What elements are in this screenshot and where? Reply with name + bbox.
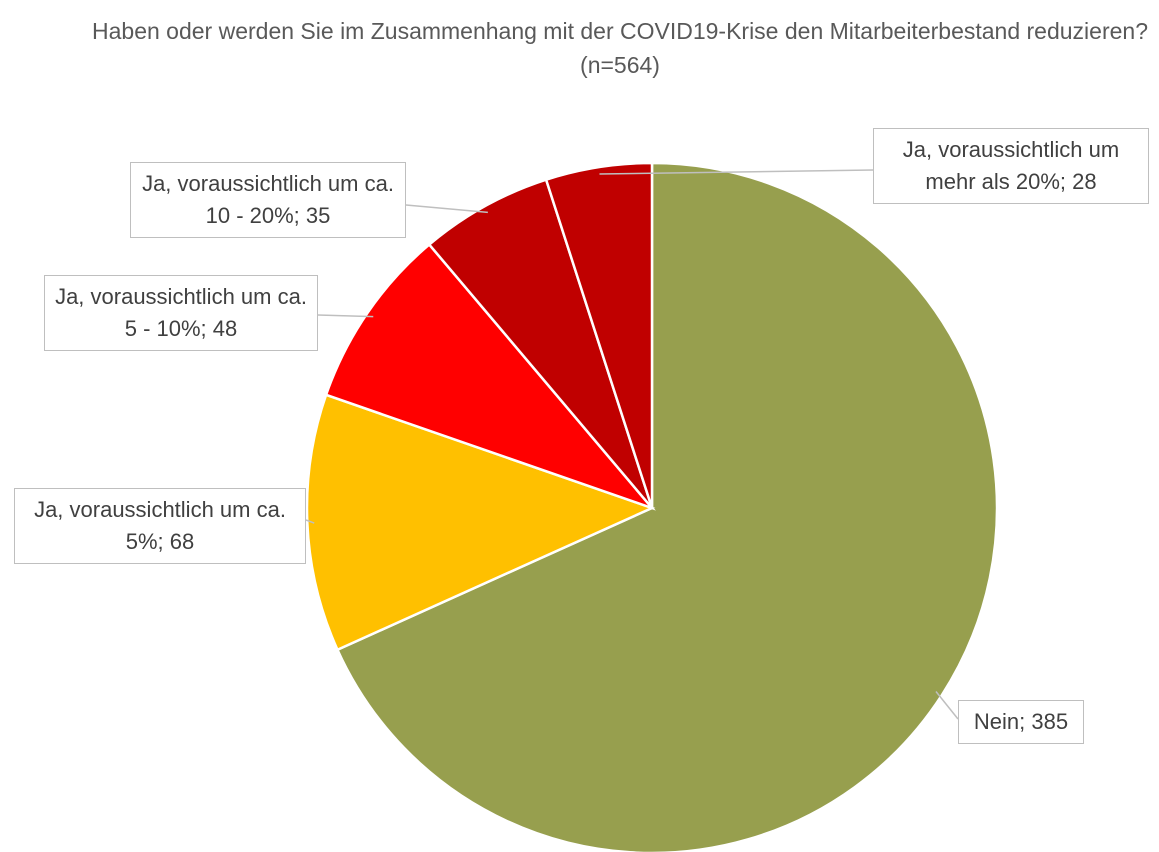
leader-line (599, 169, 874, 175)
leader-line (935, 691, 959, 720)
pie-slice (305, 393, 656, 652)
leader-line (405, 204, 488, 214)
data-label: Ja, voraussichtlich um ca. 10 - 20%; 35 (130, 162, 406, 238)
leader-line (305, 519, 315, 524)
pie-slice (335, 161, 999, 852)
data-label: Ja, voraussichtlich um mehr als 20%; 28 (873, 128, 1149, 204)
data-label: Nein; 385 (958, 700, 1084, 744)
pie-slice (427, 178, 654, 509)
data-label: Ja, voraussichtlich um ca. 5 - 10%; 48 (44, 275, 318, 351)
pie-slice (544, 161, 654, 509)
chart-title: Haben oder werden Sie im Zusammenhang mi… (92, 18, 1148, 78)
data-label: Ja, voraussichtlich um ca. 5%; 68 (14, 488, 306, 564)
leader-line (317, 314, 374, 318)
pie-slice (324, 242, 656, 511)
